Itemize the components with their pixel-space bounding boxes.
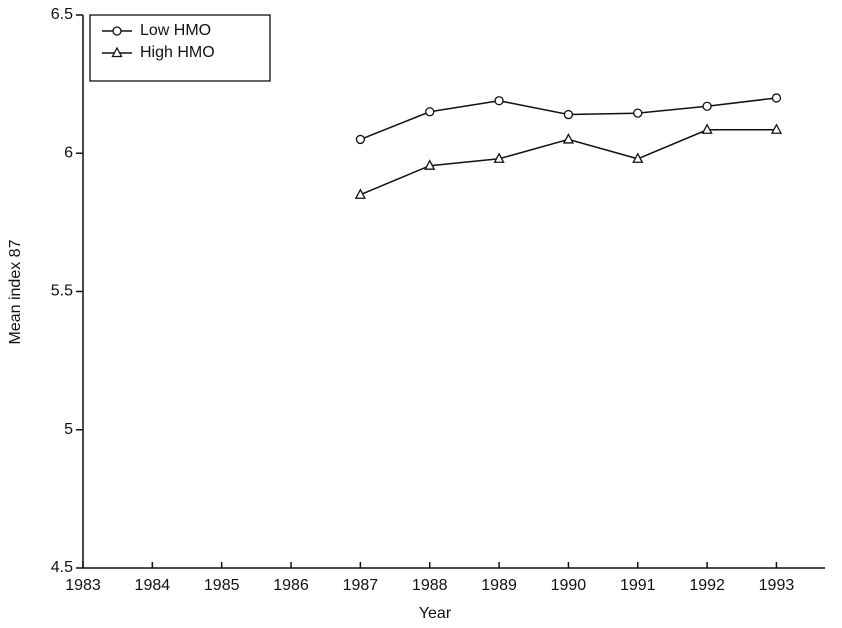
marker <box>494 96 504 106</box>
marker <box>354 188 366 199</box>
marker <box>701 123 713 134</box>
y-tick-label: 4.5 <box>51 559 73 576</box>
marker <box>355 134 366 145</box>
x-tick-label: 1990 <box>551 577 587 594</box>
marker <box>632 152 644 163</box>
marker <box>770 123 783 134</box>
marker <box>563 109 574 120</box>
marker <box>493 152 505 163</box>
legend-marker <box>111 46 123 58</box>
x-tick-label: 1992 <box>689 577 725 594</box>
x-tick-label: 1991 <box>620 577 656 594</box>
legend-marker <box>112 26 122 36</box>
marker <box>702 101 712 111</box>
marker <box>425 107 435 117</box>
y-tick-label: 6.5 <box>51 6 73 23</box>
x-tick-label: 1984 <box>135 577 171 594</box>
y-tick-label: 5 <box>64 421 73 438</box>
legend-box <box>89 14 271 82</box>
x-tick-label: 1986 <box>273 577 309 594</box>
x-axis-label: Year <box>419 605 452 622</box>
y-axis-label: Mean index 87 <box>7 239 24 344</box>
legend-label: Low HMO <box>140 22 211 39</box>
marker <box>771 93 782 103</box>
x-tick-label: 1989 <box>481 577 517 594</box>
marker <box>633 108 643 118</box>
x-tick-label: 1983 <box>65 577 101 594</box>
legend-label: High HMO <box>140 44 215 61</box>
y-tick-label: 5.5 <box>51 283 73 300</box>
marker <box>562 133 575 144</box>
x-tick-label: 1987 <box>343 577 379 594</box>
marker <box>424 159 436 170</box>
x-tick-label: 1988 <box>412 577 448 594</box>
x-tick-label: 1985 <box>204 577 240 594</box>
y-tick-label: 6 <box>64 144 73 161</box>
x-tick-label: 1993 <box>759 577 795 594</box>
